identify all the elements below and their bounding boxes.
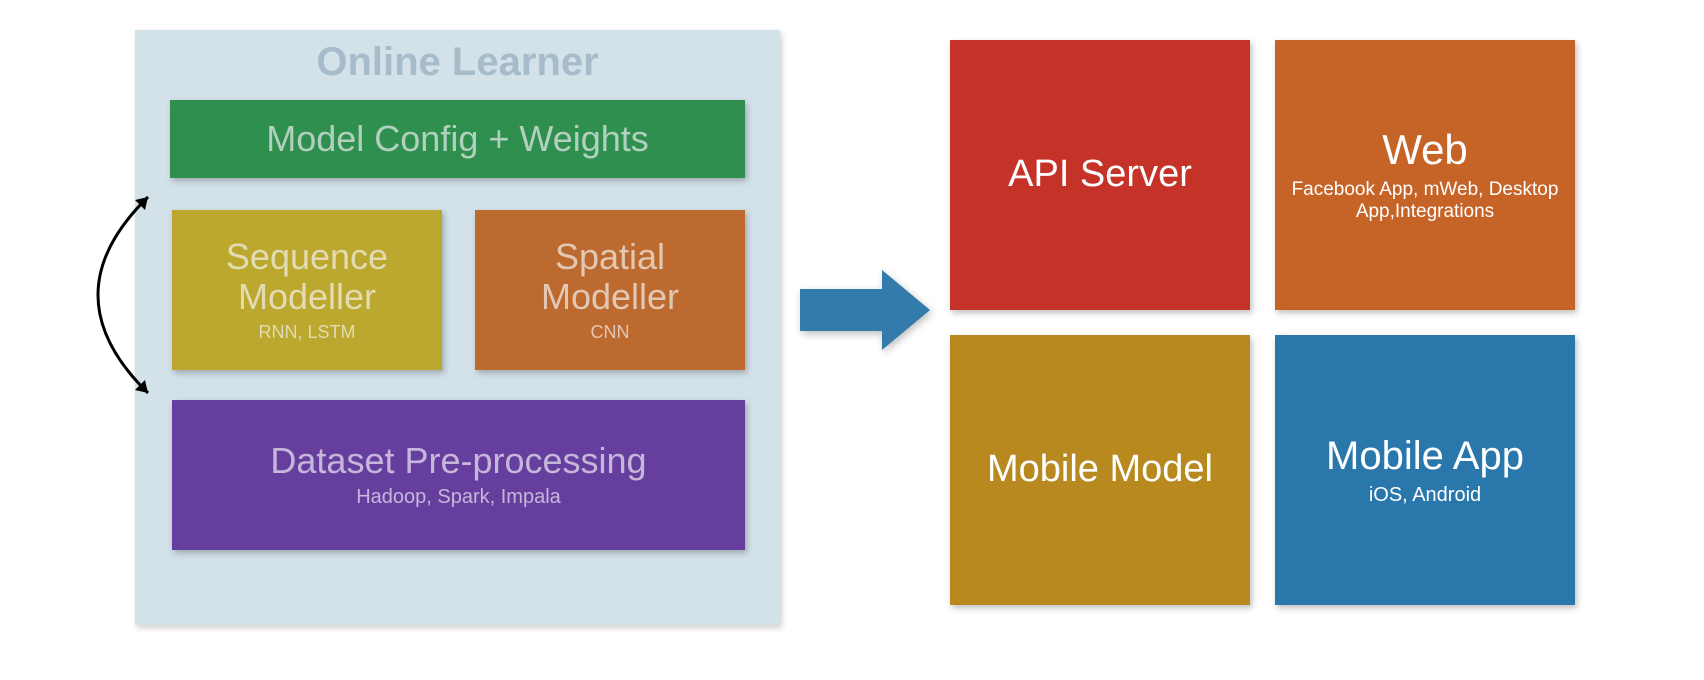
sequence-modeller-subtitle: RNN, LSTM — [258, 322, 355, 343]
right-arrow-icon — [800, 270, 930, 350]
sequence-modeller-title: Sequence Modeller — [182, 237, 432, 316]
spatial-modeller-box: Spatial Modeller CNN — [475, 210, 745, 370]
api-server-title: API Server — [1008, 154, 1192, 196]
mobile-model-title: Mobile Model — [987, 449, 1213, 491]
mobile-app-tile: Mobile App iOS, Android — [1275, 335, 1575, 605]
mobile-app-subtitle: iOS, Android — [1369, 484, 1481, 507]
api-server-tile: API Server — [950, 40, 1250, 310]
web-title: Web — [1382, 127, 1468, 173]
web-tile: Web Facebook App, mWeb, Desktop App,Inte… — [1275, 40, 1575, 310]
online-learner-title: Online Learner — [135, 40, 780, 85]
model-config-label: Model Config + Weights — [266, 119, 649, 159]
mobile-app-title: Mobile App — [1326, 434, 1524, 478]
mobile-model-tile: Mobile Model — [950, 335, 1250, 605]
spatial-modeller-title: Spatial Modeller — [485, 237, 735, 316]
dataset-preprocessing-box: Dataset Pre-processing Hadoop, Spark, Im… — [172, 400, 745, 550]
dataset-preprocessing-title: Dataset Pre-processing — [270, 441, 646, 481]
spatial-modeller-subtitle: CNN — [591, 322, 630, 343]
web-subtitle: Facebook App, mWeb, Desktop App,Integrat… — [1290, 179, 1560, 223]
model-config-box: Model Config + Weights — [170, 100, 745, 178]
loop-arrow-icon — [80, 185, 160, 405]
sequence-modeller-box: Sequence Modeller RNN, LSTM — [172, 210, 442, 370]
dataset-preprocessing-subtitle: Hadoop, Spark, Impala — [356, 486, 561, 509]
diagram-canvas: Online Learner Model Config + Weights Se… — [0, 0, 1704, 680]
